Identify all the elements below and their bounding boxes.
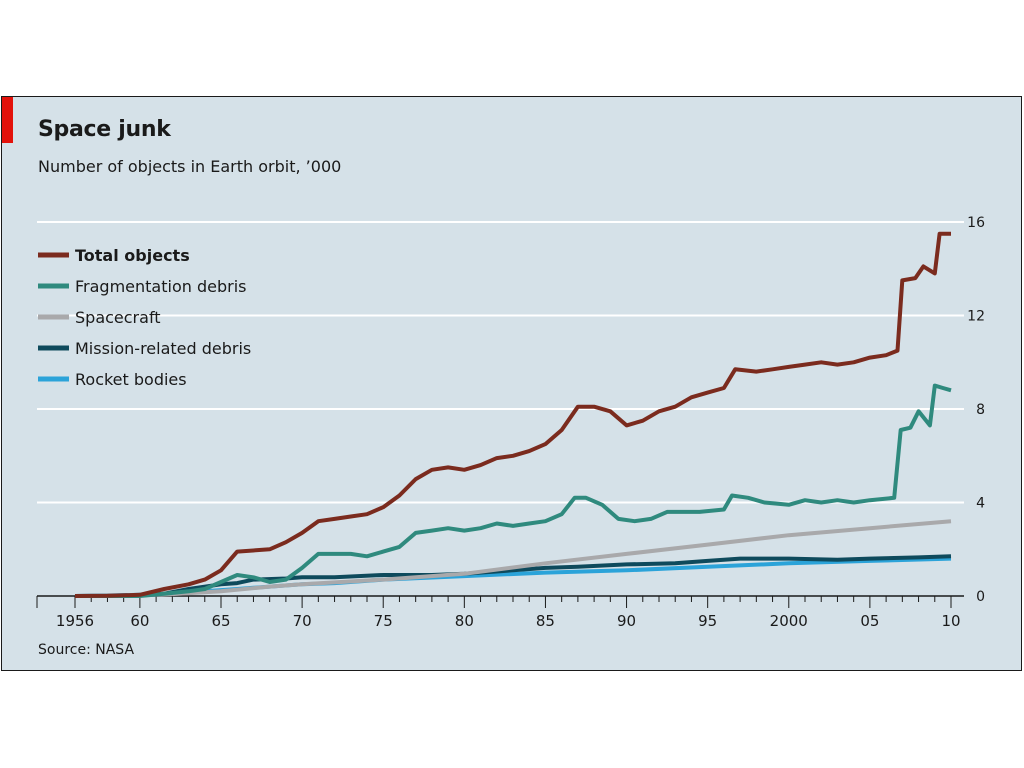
chart-title: Space junk <box>38 117 171 142</box>
source-note: Source: NASA <box>38 642 135 658</box>
x-tick-label-2005: 05 <box>860 612 879 630</box>
x-tick-label-1995: 95 <box>698 612 717 630</box>
x-tick-label-1980: 80 <box>455 612 474 630</box>
accent-red-bar <box>2 97 13 143</box>
x-tick-label-1970: 70 <box>293 612 312 630</box>
legend-label-rocket: Rocket bodies <box>75 370 187 389</box>
x-tick-label-1985: 85 <box>536 612 555 630</box>
y-tick-label-4: 4 <box>976 496 985 512</box>
x-tick-label-1960: 60 <box>130 612 149 630</box>
x-tick-label-1965: 65 <box>211 612 230 630</box>
y-tick-label-16: 16 <box>967 215 985 231</box>
y-tick-label-12: 12 <box>967 309 985 325</box>
series-line-fragmentation <box>75 383 952 598</box>
legend-label-fragmentation: Fragmentation debris <box>75 277 246 296</box>
chart-subtitle: Number of objects in Earth orbit, ’000 <box>38 157 342 176</box>
x-tick-label-1975: 75 <box>374 612 393 630</box>
x-tick-label-1956: 1956 <box>56 612 94 630</box>
line-chart: 0 4 8 12 16 1956 60 65 70 75 80 85 90 95 2000 05 10 Total… <box>36 215 985 630</box>
series-line-total <box>74 231 951 598</box>
x-tick-label-2010: 10 <box>941 612 960 630</box>
y-tick-label-8: 8 <box>976 402 985 418</box>
legend-label-total: Total objects <box>75 246 190 265</box>
x-tick-label-1990: 90 <box>617 612 636 630</box>
chart-panel: Space junk Number of objects in Earth or… <box>1 96 1022 671</box>
x-tick-label-2000: 2000 <box>770 612 808 630</box>
y-tick-label-0: 0 <box>976 589 985 605</box>
legend-label-mission: Mission-related debris <box>75 339 251 358</box>
legend-label-spacecraft: Spacecraft <box>75 308 161 327</box>
